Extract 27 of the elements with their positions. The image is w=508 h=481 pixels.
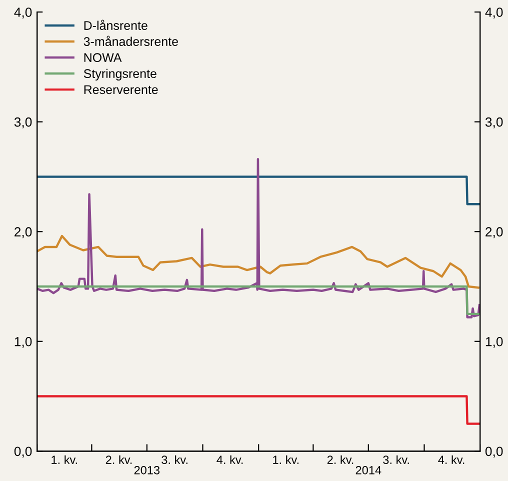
line-series <box>37 234 480 289</box>
legend-label: 3-månadersrente <box>84 36 178 46</box>
legend-label: Styringsrente <box>84 68 156 81</box>
y-tick-label: 2,0 <box>14 227 32 238</box>
x-tick-label: 4. kv. <box>216 455 243 464</box>
x-tick-label: 4. kv. <box>438 455 464 464</box>
y2-tick-label: 3,0 <box>485 117 503 128</box>
y-tick-label: 0,0 <box>14 446 32 458</box>
y-tick-label: 4,0 <box>14 8 32 18</box>
x-tick-label: 3. kv. <box>162 455 188 464</box>
line-series <box>37 158 480 318</box>
y2-tick-label: 1,0 <box>486 336 503 348</box>
x-tick-label: 2. kv. <box>327 455 354 464</box>
x-tick-label: 3. kv. <box>383 455 409 464</box>
y2-tick-label: 2,0 <box>486 227 503 238</box>
y2-tick-label: 0,0 <box>485 446 503 458</box>
legend-label: Reserverente <box>84 85 158 94</box>
x2-tick-label: 2014 <box>356 466 382 474</box>
y-tick-label: 1,0 <box>14 336 32 348</box>
x2-tick-label: 2013 <box>134 466 160 474</box>
legend-label: D-lånsrente <box>84 20 148 30</box>
x-tick-label: 1. kv. <box>273 455 298 464</box>
x-tick-label: 2. kv. <box>106 455 132 464</box>
y2-tick-label: 4,0 <box>485 8 503 18</box>
y-tick-label: 3,0 <box>14 117 32 128</box>
x-tick-label: 1. kv. <box>52 455 77 464</box>
legend-label: NOWA <box>84 53 122 62</box>
